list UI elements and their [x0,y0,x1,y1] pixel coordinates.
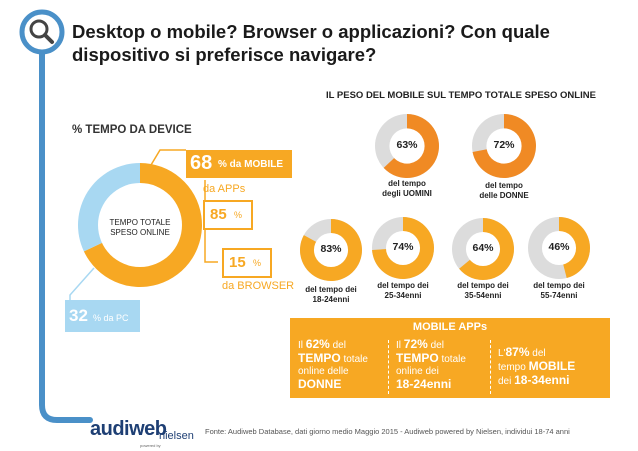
apps-stat-18-34: L'87% del tempo MOBILE dei 18-34enni [498,345,576,387]
divider [388,340,390,394]
pie-hole [313,232,349,268]
browser-label: da BROWSER [222,280,295,292]
pie-18-24-pct: 83% [320,243,342,255]
pc-label: % da PC [93,313,129,323]
pie-25-34enni [372,217,434,279]
pie-hole [385,230,421,266]
pie-uomini [375,114,439,178]
mobile-weight-heading: IL PESO DEL MOBILE SUL TEMPO TOTALE SPES… [326,90,596,101]
pie-hole [541,230,577,266]
mobile-pct: 68 [190,152,213,174]
search-icon [29,19,54,44]
divider [490,340,492,394]
pie-35-54-caption: del tempo dei 35-54enni [457,281,509,300]
device-time-heading: % TEMPO DA DEVICE [72,124,192,136]
apps-label: da APPs [203,183,246,195]
pie-55-74-pct: 46% [548,241,570,253]
powered-by-label: powered by [140,443,161,448]
apps-pct-sign: % [234,210,243,220]
pie-hole [465,231,501,267]
apps-stat-18-24: Il 72% del TEMPO totale online dei 18-24… [396,337,466,391]
donut-hole [98,183,182,267]
mobile-apps-box: MOBILE APPs Il 62% del TEMPO totale onli… [290,318,610,398]
nielsen-logo: nielsen [159,430,194,442]
pie-55-74-caption: del tempo dei 55-74enni [533,281,585,300]
pie-women-caption: del tempo delle DONNE [479,181,529,200]
pc-share-box: 32 % da PC [65,300,140,332]
audiweb-logo: audiweb [90,418,167,440]
pie-55-74enni [528,217,591,279]
source-footer: Fonte: Audiweb Database, dati giorno med… [205,427,570,436]
donut-center-label: TEMPO TOTALE SPESO ONLINE [109,218,171,237]
device-donut-chart [77,163,202,287]
apps-stat-women: Il 62% del TEMPO totale online delle DON… [298,337,368,391]
browser-pct-sign: % [253,258,262,268]
apps-share-box: 85 % [203,200,253,230]
pie-35-54-pct: 64% [472,242,494,254]
pie-women-pct: 72% [493,139,515,151]
browser-pct: 15 [229,254,246,271]
browser-share-box: 15 % [222,248,272,278]
pie-18-24-caption: del tempo dei 18-24enni [305,285,357,304]
pie-hole [486,128,522,164]
pie-25-34-caption: del tempo dei 25-34enni [377,281,429,300]
pie-donne [472,114,536,178]
pie-men-pct: 63% [396,139,418,151]
mobile-apps-heading: MOBILE APPs [412,321,488,333]
mobile-label: % da MOBILE [218,159,284,170]
page-title: Desktop o mobile? Browser o applicazioni… [72,21,550,65]
apps-pct: 85 [210,206,227,223]
pie-18-24enni [300,218,363,281]
pie-25-34-pct: 74% [392,241,414,253]
pc-pct: 32 [69,306,88,325]
pie-35-54enni [452,218,514,280]
mobile-share-box: 68 % da MOBILE [186,150,292,178]
pie-men-caption: del tempo degli UOMINI [382,179,432,198]
pie-hole [389,128,425,164]
